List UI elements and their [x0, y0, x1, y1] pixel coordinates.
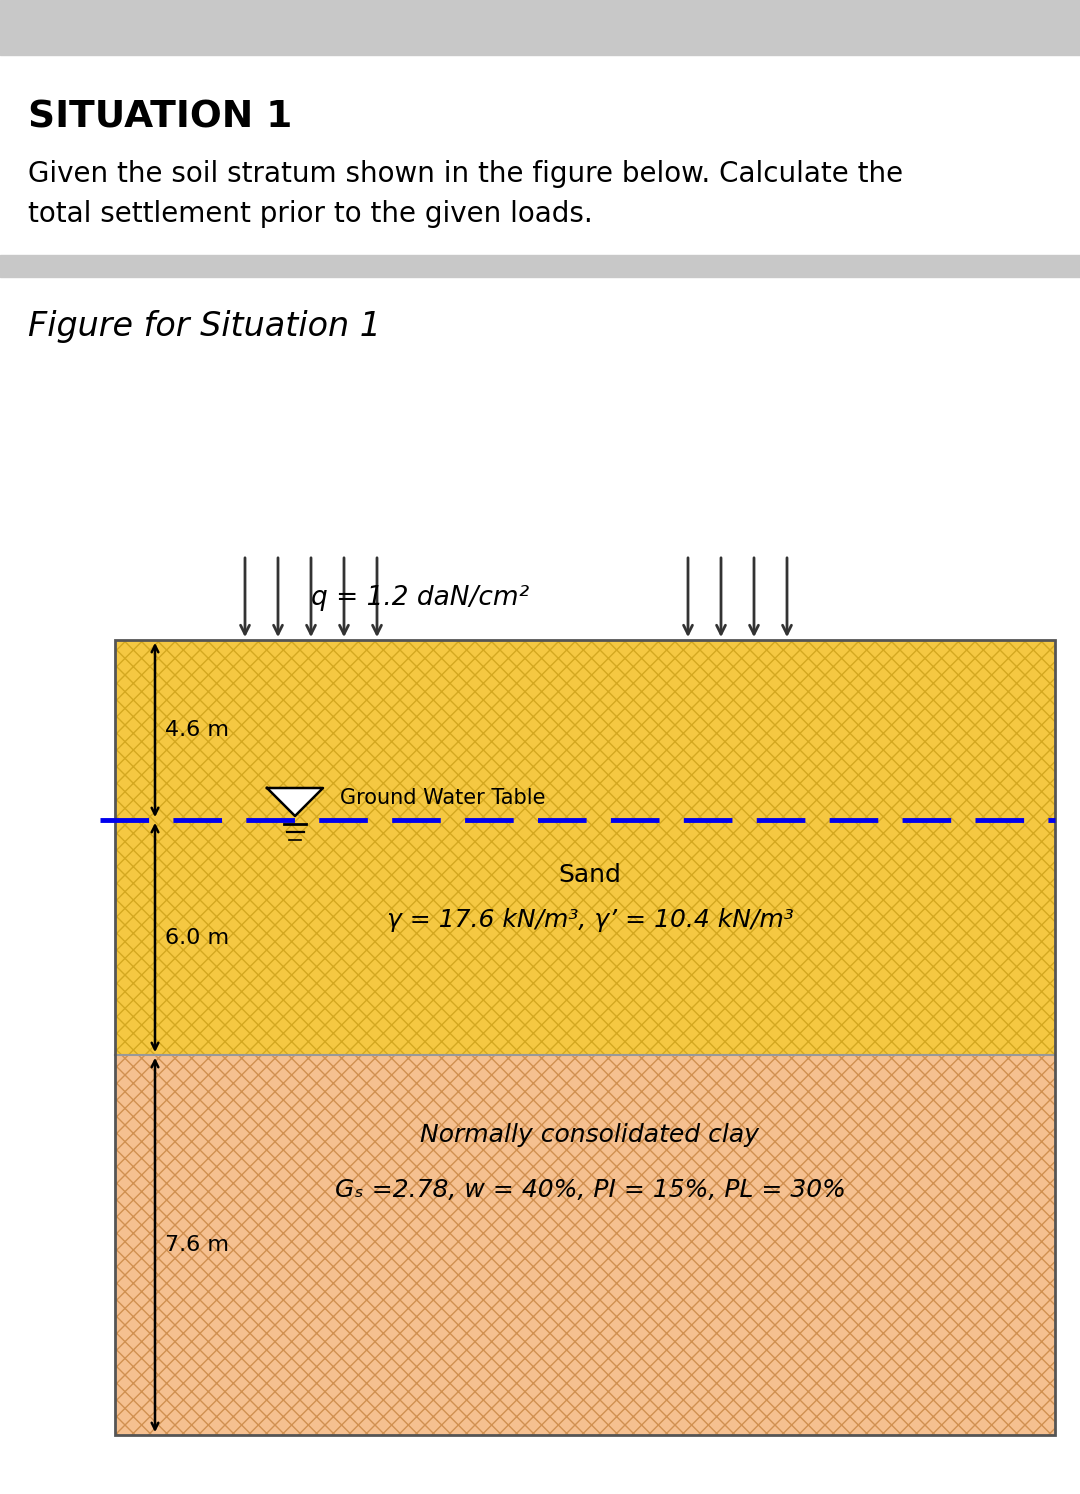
Polygon shape [267, 787, 323, 816]
Text: 4.6 m: 4.6 m [165, 720, 229, 740]
Bar [114, 639, 1055, 1055]
Text: Gₛ =2.78, w = 40%, PI = 15%, PL = 30%: Gₛ =2.78, w = 40%, PI = 15%, PL = 30% [335, 1177, 846, 1203]
Text: total settlement prior to the given loads.: total settlement prior to the given load… [28, 200, 593, 229]
Bar [114, 1055, 1055, 1436]
Bar [0, 0, 1080, 55]
Text: Ground Water Table: Ground Water Table [340, 787, 545, 808]
Bar [0, 255, 1080, 276]
Text: Normally consolidated clay: Normally consolidated clay [420, 1123, 759, 1147]
Text: Sand: Sand [558, 864, 621, 887]
Text: γ = 17.6 kN/m³, γ’ = 10.4 kN/m³: γ = 17.6 kN/m³, γ’ = 10.4 kN/m³ [387, 908, 794, 932]
Text: 6.0 m: 6.0 m [165, 928, 229, 947]
Text: 7.6 m: 7.6 m [165, 1236, 229, 1255]
Bar [114, 1055, 1055, 1436]
Text: SITUATION 1: SITUATION 1 [28, 100, 293, 136]
Text: Figure for Situation 1: Figure for Situation 1 [28, 309, 381, 344]
Bar [114, 639, 1055, 1055]
Text: q = 1.2 daN/cm²: q = 1.2 daN/cm² [311, 586, 529, 611]
Bar [114, 639, 1055, 1436]
Text: Given the soil stratum shown in the figure below. Calculate the: Given the soil stratum shown in the figu… [28, 160, 903, 188]
